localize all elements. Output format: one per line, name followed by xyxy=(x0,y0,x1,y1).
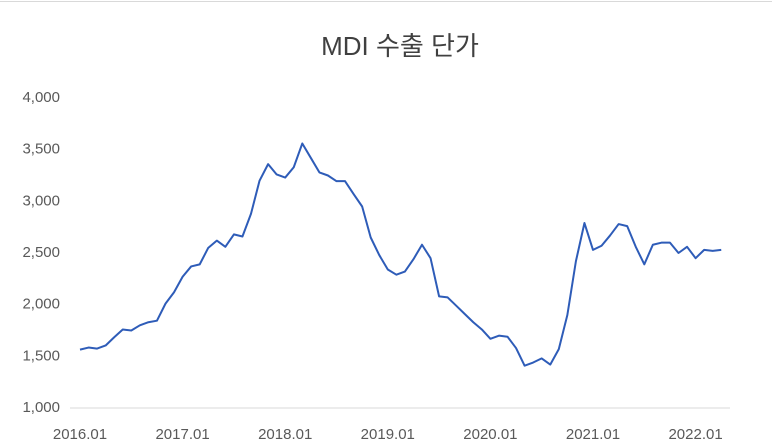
y-tick-label: 1,500 xyxy=(22,347,60,364)
y-tick-label: 3,000 xyxy=(22,192,60,209)
x-tick-label: 2022.01 xyxy=(668,426,722,443)
x-tick-label: 2016.01 xyxy=(53,426,107,443)
y-tick-label: 2,000 xyxy=(22,296,60,313)
x-tick-label: 2021.01 xyxy=(566,426,620,443)
x-tick-label: 2018.01 xyxy=(258,426,312,443)
x-tick-label: 2019.01 xyxy=(361,426,415,443)
y-tick-label: 4,000 xyxy=(22,89,60,106)
y-tick-label: 3,500 xyxy=(22,141,60,158)
y-tick-label: 2,500 xyxy=(22,244,60,261)
chart-title: MDI 수출 단가 xyxy=(321,31,479,61)
x-tick-label: 2017.01 xyxy=(155,426,209,443)
x-tick-label: 2020.01 xyxy=(463,426,517,443)
data-line xyxy=(79,142,722,367)
y-tick-label: 1,000 xyxy=(22,399,60,416)
